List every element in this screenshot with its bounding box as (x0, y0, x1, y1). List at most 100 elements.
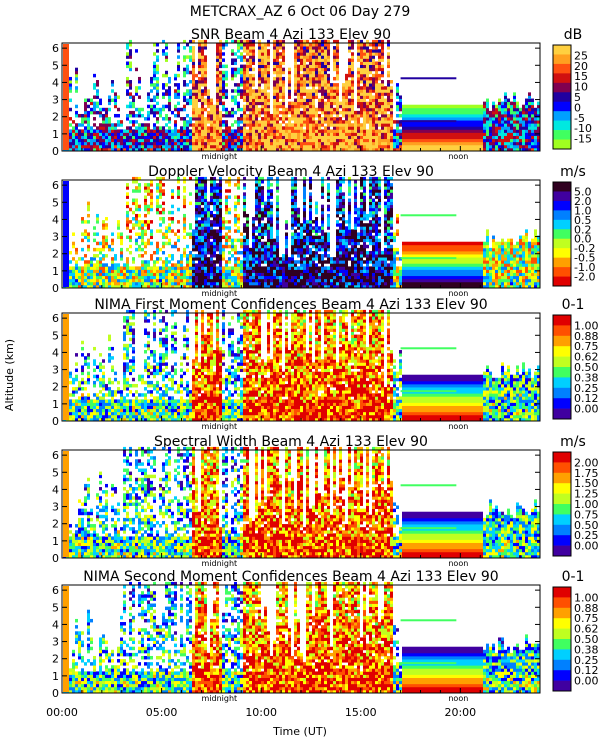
data-cell (204, 141, 207, 146)
data-cell (447, 135, 450, 140)
data-cell (204, 183, 207, 187)
data-cell (207, 132, 210, 136)
data-cell (270, 272, 273, 277)
data-cell (357, 95, 360, 99)
data-cell (81, 113, 84, 118)
data-cell (375, 104, 378, 109)
data-cell (201, 269, 204, 273)
data-cell (360, 138, 363, 143)
data-cell (189, 80, 192, 84)
data-cell (237, 120, 240, 124)
data-cell (252, 260, 255, 264)
data-cell (318, 61, 321, 65)
data-cell (258, 263, 261, 267)
data-cell (522, 141, 525, 146)
data-cell (171, 275, 174, 280)
data-cell (135, 176, 138, 181)
data-cell (198, 269, 201, 273)
data-cell (111, 129, 114, 133)
data-cell (351, 43, 354, 47)
data-cell (285, 284, 288, 289)
data-cell (267, 107, 270, 112)
data-cell (399, 129, 402, 133)
data-cell (213, 238, 216, 243)
data-cell (228, 195, 231, 199)
data-cell (177, 266, 180, 270)
data-cell (387, 92, 390, 96)
data-cell (255, 263, 258, 267)
data-cell (96, 217, 99, 221)
data-cell (246, 132, 249, 136)
data-cell (114, 254, 117, 258)
data-cell (207, 117, 210, 121)
data-cell (375, 49, 378, 53)
data-cell (198, 129, 201, 133)
data-cell (276, 95, 279, 99)
data-cell (387, 95, 390, 99)
data-cell (171, 144, 174, 149)
data-cell (297, 126, 300, 130)
data-cell (204, 147, 207, 152)
data-cell (261, 73, 264, 78)
data-cell (84, 129, 87, 133)
data-cell (378, 123, 381, 127)
data-cell (69, 135, 72, 140)
data-cell (237, 86, 240, 90)
data-cell (216, 64, 219, 69)
data-cell (195, 110, 198, 115)
data-cell (192, 269, 195, 273)
data-cell (261, 189, 264, 193)
data-cell (300, 141, 303, 146)
data-cell (150, 104, 153, 109)
data-cell (273, 92, 276, 96)
data-cell (114, 144, 117, 149)
data-cell (168, 144, 171, 149)
data-cell (87, 117, 90, 121)
data-cell (453, 123, 456, 127)
data-cell (72, 269, 75, 273)
data-cell (291, 126, 294, 130)
data-cell (324, 64, 327, 69)
data-cell (354, 126, 357, 130)
data-cell (297, 55, 300, 59)
data-cell (219, 183, 222, 187)
data-cell (216, 147, 219, 152)
data-cell (234, 275, 237, 280)
data-cell (375, 113, 378, 118)
data-cell (363, 46, 366, 50)
data-cell (423, 147, 426, 152)
data-cell (237, 117, 240, 121)
data-cell (528, 113, 531, 118)
data-cell (216, 138, 219, 143)
data-cell (255, 213, 258, 218)
data-cell (348, 43, 351, 47)
data-cell (258, 232, 261, 236)
data-cell (216, 198, 219, 202)
data-cell (507, 110, 510, 115)
data-cell (249, 89, 252, 93)
data-cell (138, 226, 141, 230)
data-cell (321, 144, 324, 149)
data-cell (417, 144, 420, 149)
data-cell (141, 141, 144, 146)
data-cell (105, 126, 108, 130)
data-cell (129, 55, 132, 59)
data-cell (363, 144, 366, 149)
data-cell (501, 129, 504, 133)
data-cell (216, 204, 219, 209)
data-cell (240, 272, 243, 277)
data-cell (372, 46, 375, 50)
data-cell (165, 55, 168, 59)
data-cell (195, 138, 198, 143)
data-cell (312, 95, 315, 99)
data-cell (249, 58, 252, 62)
data-cell (276, 201, 279, 206)
data-cell (126, 192, 129, 196)
data-cell (240, 278, 243, 283)
data-cell (300, 43, 303, 47)
data-cell (279, 86, 282, 90)
data-cell (240, 73, 243, 78)
data-cell (276, 49, 279, 53)
data-cell (249, 101, 252, 106)
